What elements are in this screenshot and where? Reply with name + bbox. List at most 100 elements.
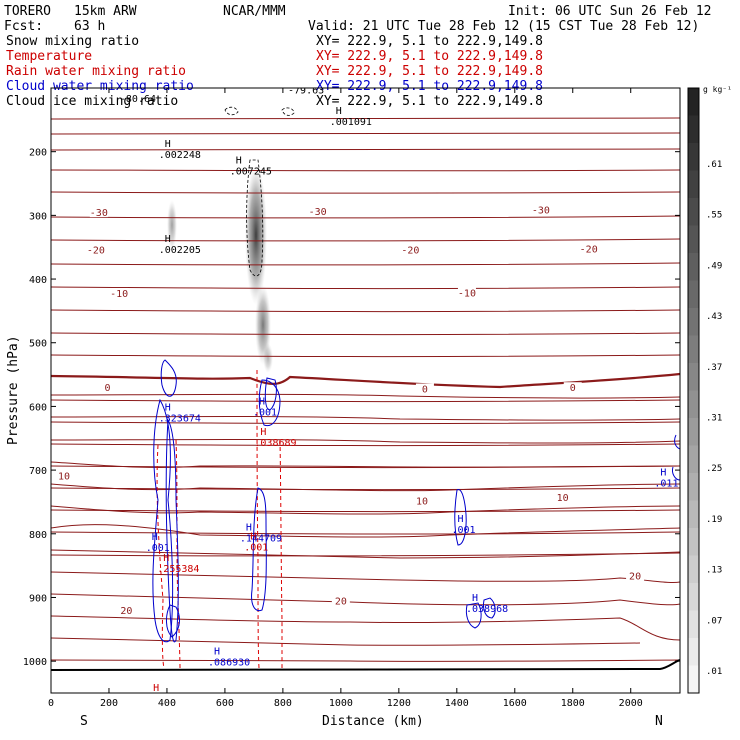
cloud-water-contour xyxy=(454,489,467,546)
colorbar-tick-label: .01 xyxy=(706,667,722,677)
organization: NCAR/MMM xyxy=(223,4,286,19)
temperature-contour-label: 10 xyxy=(416,497,428,508)
temperature-contour xyxy=(51,399,680,403)
freezing-isotherm xyxy=(51,372,680,389)
maximum-marker: H xyxy=(165,403,171,414)
extremum-label: -79.63 xyxy=(288,86,324,97)
maximum-value: .086930 xyxy=(208,658,250,669)
maximum-value: .255384 xyxy=(157,564,199,575)
field-name-snow: Snow mixing ratio xyxy=(6,34,139,49)
x-tick-label: 1800 xyxy=(561,698,585,709)
temperature-contour xyxy=(51,332,680,336)
y-axis-label: Pressure (hPa) xyxy=(6,335,21,445)
colorbar-swatch xyxy=(688,555,699,583)
plot-area: -30 -30 -30 -20 -20 -20 -10 -10 0 0 0 10 10 10 20 20 20 -… xyxy=(51,86,680,693)
maximum-value: .038689 xyxy=(254,438,296,449)
y-tick-label: 600 xyxy=(29,402,47,413)
temperature-contour xyxy=(51,593,680,606)
y-tick-label: 900 xyxy=(29,593,47,604)
snow-plume-main xyxy=(245,165,267,305)
x-tick-label: 600 xyxy=(216,698,234,709)
y-tick-label: 200 xyxy=(29,148,47,159)
contour-label-bg xyxy=(413,495,432,506)
maximum-marker: H xyxy=(246,522,252,533)
rain-contours xyxy=(156,369,283,669)
contour-label-bg xyxy=(110,287,129,298)
maximum-value: .011 xyxy=(654,479,678,490)
plot-labels: -30 -30 -30 -20 -20 -20 -10 -10 0 0 0 10 10 10 20 20 20 -… xyxy=(55,86,678,693)
colorbar-swatch xyxy=(688,610,699,638)
temperature-contour xyxy=(51,191,680,194)
snow-contours xyxy=(224,106,295,277)
maximum-marker: H xyxy=(152,532,158,543)
cloud-water-contour xyxy=(258,379,281,427)
contour-label-bg xyxy=(331,595,350,606)
snow-plume-base xyxy=(263,343,273,373)
x-axis-label: Distance (km) xyxy=(322,714,424,729)
contour-label-bg xyxy=(553,491,572,502)
maximum-marker: H xyxy=(163,553,169,564)
temperature-contour-label: 10 xyxy=(557,493,569,504)
maximum-marker: H xyxy=(458,514,464,525)
maximum-marker: H xyxy=(236,156,242,167)
temperature-contour-label: -20 xyxy=(401,246,419,257)
temperature-contour-label: 0 xyxy=(570,383,576,394)
temperature-contour-label: -20 xyxy=(580,244,598,255)
maximum-value: .007245 xyxy=(230,167,272,178)
maximum-value: .001 xyxy=(244,542,268,553)
colorbar-swatch xyxy=(688,225,699,253)
colorbar-swatch xyxy=(688,170,699,198)
y-tick-label: 400 xyxy=(29,275,47,286)
y-tick-label: 300 xyxy=(29,211,47,222)
extremum-label: -80.64 xyxy=(120,94,156,105)
temperature-contour xyxy=(51,509,680,513)
field-name-cloud-ice: Cloud ice mixing ratio xyxy=(6,94,178,109)
colorbar-tick-label: .31 xyxy=(706,414,722,424)
temperature-contour xyxy=(51,483,680,492)
colorbar-swatch xyxy=(688,88,699,116)
temperature-contour xyxy=(51,439,680,444)
cloud-water-contour xyxy=(483,597,496,619)
colorbar-swatch xyxy=(688,115,699,143)
temperature-contour xyxy=(51,354,680,358)
colorbar-swatch xyxy=(688,280,699,308)
colorbar-swatch xyxy=(688,445,699,473)
rain-contour xyxy=(256,369,260,669)
temperature-contour-label: -30 xyxy=(309,207,327,218)
colorbar-frame xyxy=(687,87,700,694)
snow-contour xyxy=(246,159,264,277)
maximum-value: .001 xyxy=(146,543,170,554)
model-name: TORERO xyxy=(4,4,51,19)
temperature-contour-label: -10 xyxy=(110,289,128,300)
field-xy-rain: XY= 222.9, 5.1 to 222.9,149.8 xyxy=(316,64,543,79)
axes: 0 200 400 600 800 1000 1200 1400 1600 1800 2000200… xyxy=(23,88,680,709)
field-xy-snow: XY= 222.9, 5.1 to 222.9,149.8 xyxy=(316,34,543,49)
temperature-contour-label: 10 xyxy=(58,472,70,483)
temperature-contour xyxy=(51,132,680,135)
temperature-contour-label: 20 xyxy=(335,597,347,608)
south-label: S xyxy=(80,714,88,729)
north-label: N xyxy=(655,714,663,729)
forecast-label: Fcst: xyxy=(4,19,43,34)
field-name-rain: Rain water mixing ratio xyxy=(6,64,186,79)
temperature-contour xyxy=(51,238,680,242)
colorbar-swatch xyxy=(688,143,699,171)
temperature-contour xyxy=(51,524,680,538)
temperature-contour xyxy=(51,169,680,172)
maximum-marker: H xyxy=(165,234,171,245)
temperature-contour-label: -30 xyxy=(90,208,108,219)
colorbar-tick-label: .37 xyxy=(706,363,722,373)
temperature-contour xyxy=(51,148,680,151)
field-xy-cloud-water: XY= 222.9, 5.1 to 222.9,149.8 xyxy=(316,79,543,94)
rain-contour xyxy=(279,439,283,668)
init-time: Init: 06 UTC Sun 26 Feb 12 xyxy=(508,4,712,19)
x-tick-label: 1200 xyxy=(387,698,411,709)
cloud-water-contour xyxy=(264,377,277,411)
temperature-contour xyxy=(51,571,680,583)
x-tick-label: 400 xyxy=(158,698,176,709)
maximum-marker: H xyxy=(259,396,265,407)
maximum-marker: H xyxy=(336,106,342,117)
temperature-contour-label: 20 xyxy=(120,606,132,617)
cloud-water-contour xyxy=(251,487,267,612)
